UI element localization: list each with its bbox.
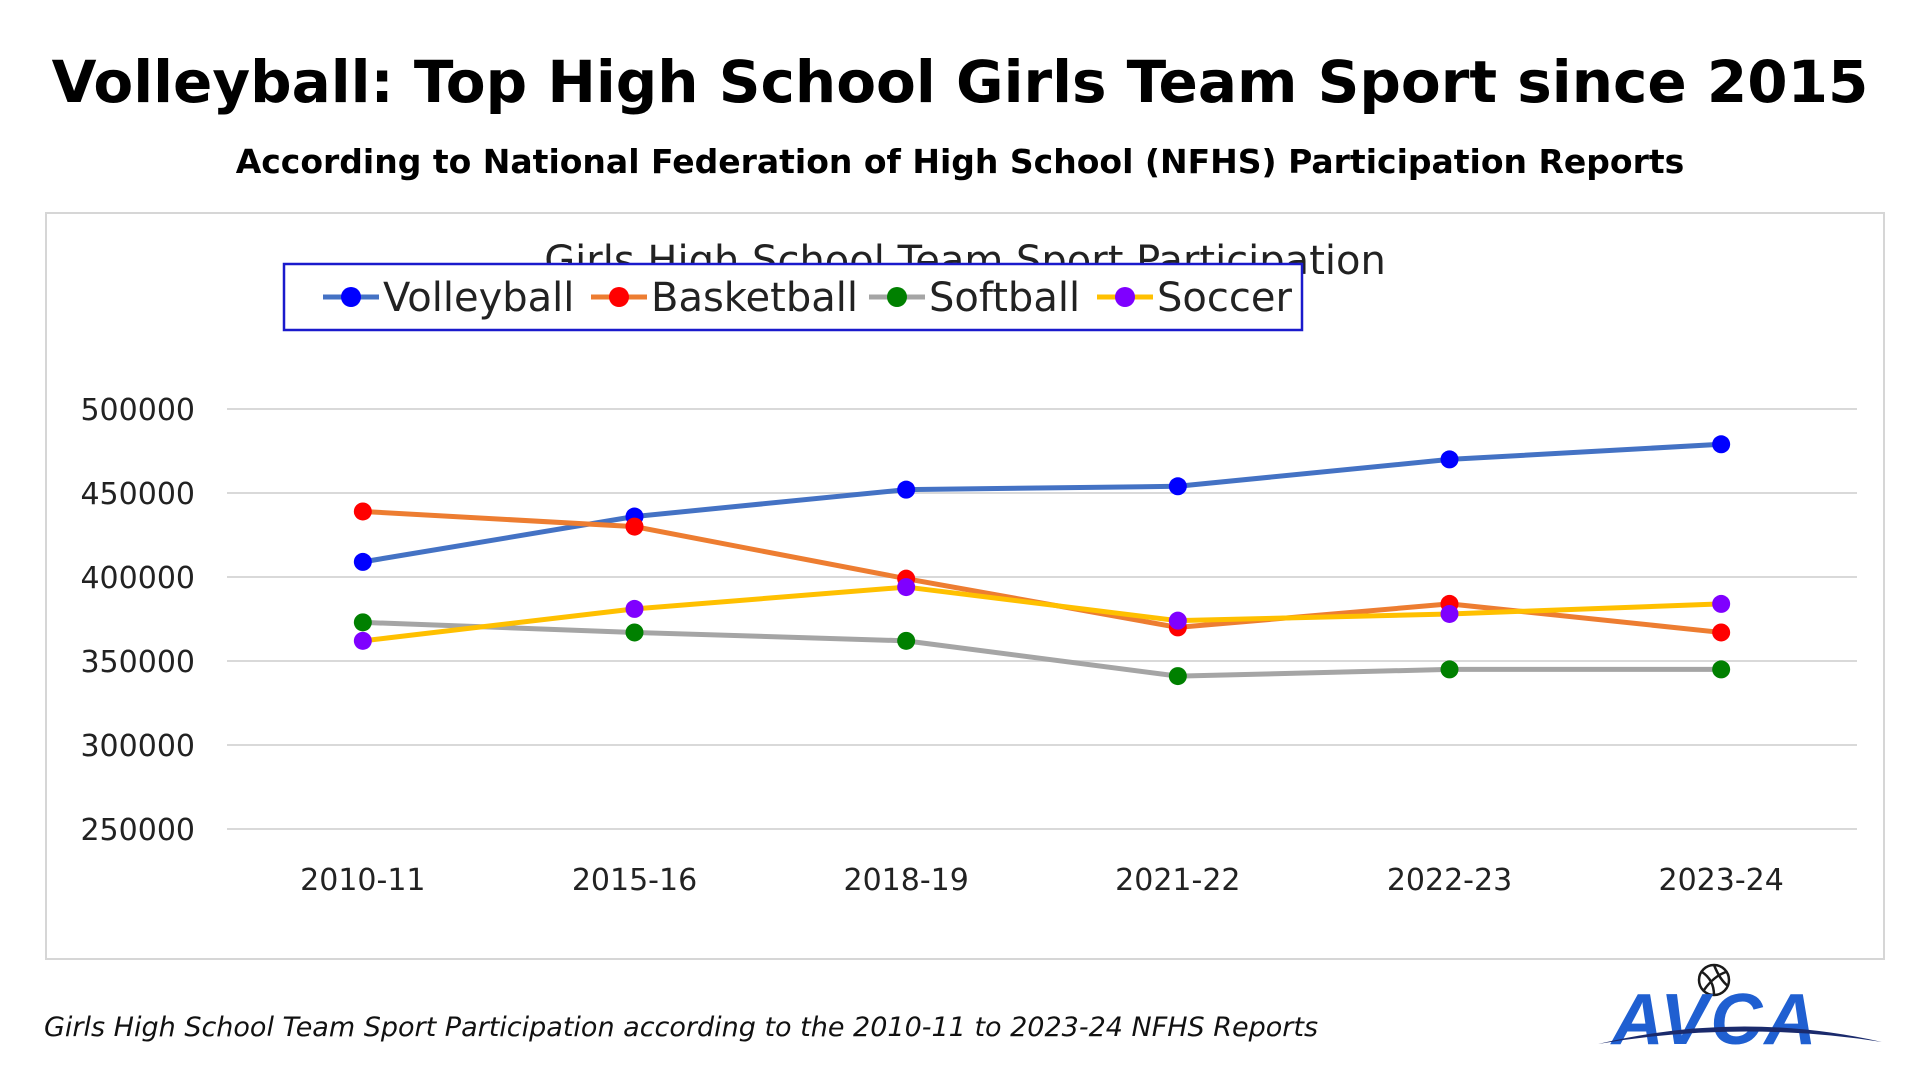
y-tick-label: 400000 bbox=[80, 561, 195, 596]
data-point-softball bbox=[625, 623, 644, 642]
line-chart: Girls High School Team Sport Participati… bbox=[80, 238, 1857, 898]
x-tick-label: 2021-22 bbox=[1115, 863, 1240, 898]
data-point-basketball bbox=[353, 502, 372, 521]
x-tick-label: 2022-23 bbox=[1387, 863, 1512, 898]
y-tick-label: 250000 bbox=[80, 813, 195, 848]
legend-label-basketball: Basketball bbox=[651, 275, 858, 321]
chart-caption: Girls High School Team Sport Participati… bbox=[44, 1012, 1319, 1043]
y-tick-label: 500000 bbox=[80, 393, 195, 428]
data-point-softball bbox=[353, 613, 372, 632]
legend-label-softball: Softball bbox=[929, 275, 1080, 321]
data-point-softball bbox=[897, 631, 916, 650]
y-tick-label: 450000 bbox=[80, 477, 195, 512]
legend-marker-volleyball bbox=[341, 287, 361, 307]
logo-swoosh bbox=[1598, 1026, 1882, 1044]
series-line-softball bbox=[360, 619, 1724, 679]
x-tick-label: 2023-24 bbox=[1658, 863, 1783, 898]
data-point-basketball bbox=[625, 517, 644, 536]
page-subtitle: According to National Federation of High… bbox=[235, 142, 1685, 181]
series-line-soccer bbox=[360, 584, 1724, 644]
data-point-soccer bbox=[353, 631, 372, 650]
data-point-soccer bbox=[1440, 604, 1459, 623]
x-tick-label: 2010-11 bbox=[300, 863, 425, 898]
data-point-basketball bbox=[1712, 623, 1731, 642]
page-title: Volleyball: Top High School Girls Team S… bbox=[51, 48, 1869, 116]
data-point-softball bbox=[1712, 660, 1731, 679]
data-point-volleyball bbox=[1712, 435, 1731, 454]
legend-label-volleyball: Volleyball bbox=[383, 275, 574, 321]
volleyball-icon bbox=[1697, 963, 1731, 997]
legend-label-soccer: Soccer bbox=[1157, 275, 1292, 321]
data-point-softball bbox=[1440, 660, 1459, 679]
legend-marker-softball bbox=[887, 287, 907, 307]
data-point-soccer bbox=[1168, 611, 1187, 630]
series-line-volleyball bbox=[360, 441, 1724, 565]
legend-marker-soccer bbox=[1115, 287, 1135, 307]
data-point-volleyball bbox=[353, 552, 372, 571]
data-point-volleyball bbox=[897, 480, 916, 499]
avca-logo: AVCA bbox=[1598, 963, 1882, 1060]
data-point-volleyball bbox=[1168, 477, 1187, 496]
chart-frame: Girls High School Team Sport Participati… bbox=[45, 212, 1885, 960]
logo-text: AVCA bbox=[1610, 980, 1819, 1060]
data-point-soccer bbox=[625, 599, 644, 618]
y-tick-label: 350000 bbox=[80, 645, 195, 680]
y-tick-label: 300000 bbox=[80, 729, 195, 764]
x-tick-label: 2018-19 bbox=[843, 863, 968, 898]
data-point-volleyball bbox=[1440, 450, 1459, 469]
data-point-soccer bbox=[1712, 594, 1731, 613]
data-point-soccer bbox=[897, 578, 916, 597]
x-tick-label: 2015-16 bbox=[572, 863, 697, 898]
data-point-softball bbox=[1168, 667, 1187, 686]
legend-marker-basketball bbox=[609, 287, 629, 307]
